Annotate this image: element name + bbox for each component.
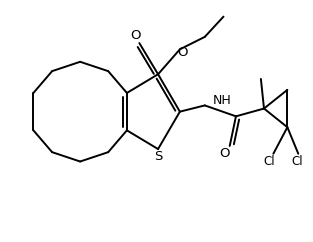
Text: Cl: Cl <box>264 155 275 168</box>
Text: O: O <box>219 147 230 159</box>
Text: NH: NH <box>213 94 232 107</box>
Text: O: O <box>178 46 188 59</box>
Text: O: O <box>130 30 141 42</box>
Text: S: S <box>154 150 162 163</box>
Text: Cl: Cl <box>291 155 303 168</box>
